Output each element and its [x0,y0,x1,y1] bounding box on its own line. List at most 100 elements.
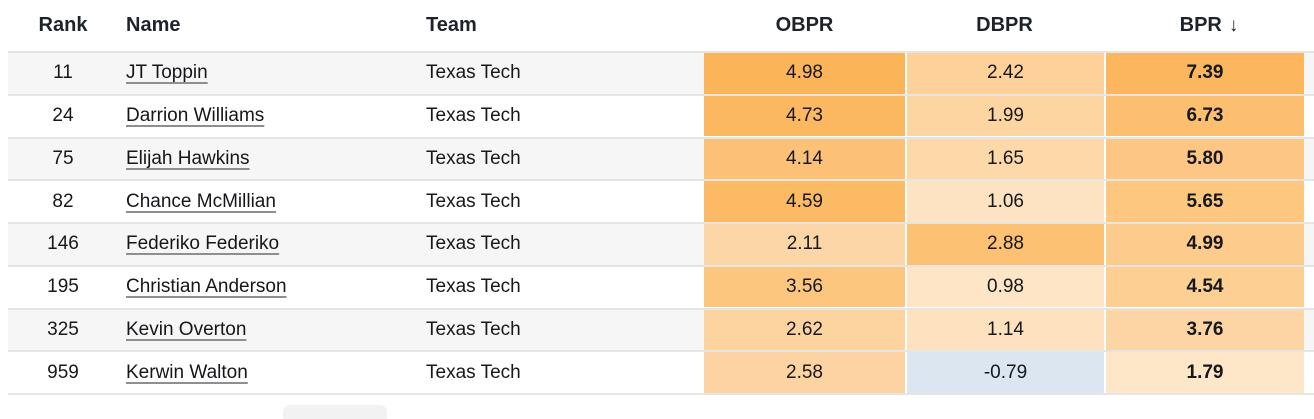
dbpr-value: 1.14 [905,309,1104,351]
dbpr-cell: 1.65 [905,137,1104,182]
obpr-cell: 4.59 [704,180,905,224]
dbpr-cell: 1.06 [905,180,1104,224]
table-row: 75 Elijah Hawkins Texas Tech 4.14 1.65 5.80 [8,137,1314,182]
player-name-link[interactable]: Christian Anderson [126,276,287,298]
bpr-value: 3.76 [1104,309,1304,351]
table-body: 11 JT Toppin Texas Tech 4.98 2.42 7.39 24 Darri… [8,52,1314,395]
obpr-cell: 2.11 [704,223,905,267]
obpr-value: 4.73 [704,95,905,137]
bpr-cell: 6.73 [1104,94,1314,139]
team-cell: Texas Tech [418,94,704,139]
dbpr-value: 1.06 [905,181,1104,222]
bpr-cell: 5.65 [1104,180,1314,224]
dbpr-value: 1.99 [905,95,1104,137]
rank-cell: 325 [8,308,118,353]
player-name-link[interactable]: Elijah Hawkins [126,147,250,169]
dbpr-cell: -0.79 [905,351,1104,395]
bpr-cell: 3.76 [1104,308,1314,353]
bpr-cell: 7.39 [1104,52,1314,96]
dbpr-cell: 1.14 [905,308,1104,353]
column-header-obpr[interactable]: OBPR [704,0,905,53]
team-cell: Texas Tech [418,137,704,182]
name-cell: JT Toppin [118,52,418,96]
table-row: 146 Federiko Federiko Texas Tech 2.11 2.88 4.… [8,223,1314,267]
bpr-value: 4.54 [1104,266,1304,308]
team-cell: Texas Tech [418,223,704,267]
dbpr-cell: 1.99 [905,94,1104,139]
obpr-value: 4.14 [704,138,905,180]
rank-cell: 11 [8,52,118,96]
dbpr-cell: 2.88 [905,223,1104,267]
bpr-value: 7.39 [1104,53,1304,94]
name-cell: Elijah Hawkins [118,137,418,182]
table-row: 24 Darrion Williams Texas Tech 4.73 1.99 6.73 [8,94,1314,139]
player-ratings-table: Rank Name Team OBPR DBPR BPR ↓ 11 JT Toppi… [8,0,1314,395]
bpr-value: 6.73 [1104,95,1304,137]
name-cell: Federiko Federiko [118,223,418,267]
bpr-cell: 1.79 [1104,351,1314,395]
rank-cell: 75 [8,137,118,182]
team-cell: Texas Tech [418,308,704,353]
player-name-link[interactable]: Kevin Overton [126,318,247,340]
name-cell: Christian Anderson [118,265,418,310]
obpr-value: 4.98 [704,53,905,94]
obpr-value: 2.62 [704,309,905,351]
column-header-dbpr[interactable]: DBPR [905,0,1104,53]
bpr-value: 1.79 [1104,352,1304,393]
bpr-value: 5.80 [1104,138,1304,180]
column-header-bpr[interactable]: BPR ↓ [1104,0,1314,53]
obpr-cell: 2.58 [704,351,905,395]
table-row: 325 Kevin Overton Texas Tech 2.62 1.14 3.76 [8,308,1314,353]
rank-cell: 24 [8,94,118,139]
rank-cell: 82 [8,180,118,224]
table-row: 959 Kerwin Walton Texas Tech 2.58 -0.79 1.79 [8,351,1314,395]
player-name-link[interactable]: Kerwin Walton [126,361,248,383]
dbpr-value: 0.98 [905,266,1104,308]
dbpr-value: 1.65 [905,138,1104,180]
obpr-value: 3.56 [704,266,905,308]
obpr-value: 4.59 [704,181,905,222]
obpr-cell: 4.14 [704,137,905,182]
obpr-cell: 2.62 [704,308,905,353]
obpr-cell: 3.56 [704,265,905,310]
rank-cell: 195 [8,265,118,310]
dbpr-cell: 0.98 [905,265,1104,310]
dbpr-value: -0.79 [905,352,1104,393]
obpr-value: 2.58 [704,352,905,393]
sort-desc-icon: ↓ [1228,15,1239,36]
team-cell: Texas Tech [418,180,704,224]
obpr-cell: 4.98 [704,52,905,96]
player-name-link[interactable]: Chance McMillian [126,190,276,212]
name-cell: Darrion Williams [118,94,418,139]
name-cell: Chance McMillian [118,180,418,224]
column-header-bpr-label: BPR [1179,14,1222,36]
table-row: 11 JT Toppin Texas Tech 4.98 2.42 7.39 [8,52,1314,96]
dbpr-cell: 2.42 [905,52,1104,96]
table-row: 195 Christian Anderson Texas Tech 3.56 0.98 4… [8,265,1314,310]
column-header-rank[interactable]: Rank [8,0,118,53]
partial-bottom-button[interactable] [283,405,387,419]
player-name-link[interactable]: Federiko Federiko [126,233,280,255]
bpr-cell: 5.80 [1104,137,1314,182]
bpr-value: 4.99 [1104,224,1304,265]
dbpr-value: 2.88 [905,224,1104,265]
name-cell: Kevin Overton [118,308,418,353]
rank-cell: 959 [8,351,118,395]
table-row: 82 Chance McMillian Texas Tech 4.59 1.06 5.65 [8,180,1314,224]
dbpr-value: 2.42 [905,53,1104,94]
team-cell: Texas Tech [418,351,704,395]
player-name-link[interactable]: JT Toppin [126,62,208,84]
column-header-team[interactable]: Team [418,0,704,53]
rank-cell: 146 [8,223,118,267]
player-name-link[interactable]: Darrion Williams [126,105,265,127]
team-cell: Texas Tech [418,52,704,96]
bpr-cell: 4.54 [1104,265,1314,310]
obpr-value: 2.11 [704,224,905,265]
bpr-value: 5.65 [1104,181,1304,222]
bpr-cell: 4.99 [1104,223,1314,267]
team-cell: Texas Tech [418,265,704,310]
column-header-name[interactable]: Name [118,0,418,53]
name-cell: Kerwin Walton [118,351,418,395]
table-header: Rank Name Team OBPR DBPR BPR ↓ [8,0,1314,53]
obpr-cell: 4.73 [704,94,905,139]
